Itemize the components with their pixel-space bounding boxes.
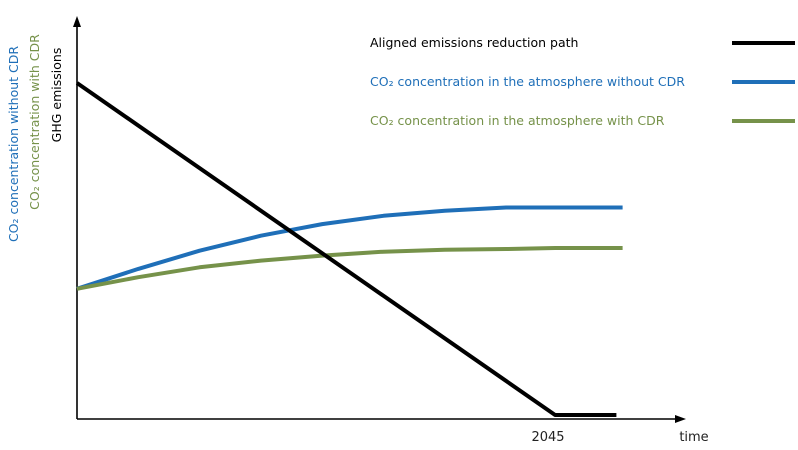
legend-item-with-cdr: CO₂ concentration in the atmosphere with… <box>370 113 795 128</box>
legend-item-emissions: Aligned emissions reduction path <box>370 35 795 50</box>
y-label-ghg: GHG emissions <box>49 48 64 143</box>
y-label-without-cdr: CO₂ concentration without CDR <box>6 46 21 242</box>
x-axis-label: time <box>679 430 708 445</box>
axes <box>73 16 686 423</box>
legend-label-without-cdr: CO₂ concentration in the atmosphere with… <box>370 74 685 89</box>
legend-label-emissions: Aligned emissions reduction path <box>370 35 578 50</box>
emissions-line <box>75 81 617 417</box>
co2-without-cdr-line <box>76 205 623 291</box>
legend: Aligned emissions reduction path CO₂ con… <box>370 35 795 128</box>
series-layer <box>75 81 623 417</box>
y-label-with-cdr: CO₂ concentration with CDR <box>27 34 42 210</box>
legend-label-with-cdr: CO₂ concentration in the atmosphere with… <box>370 113 665 128</box>
co2-with-cdr-line <box>76 246 623 291</box>
x-tick-label: 2045 <box>531 430 564 445</box>
x-axis-arrow <box>675 415 686 423</box>
legend-item-without-cdr: CO₂ concentration in the atmosphere with… <box>370 74 795 89</box>
y-axis-arrow <box>73 16 81 27</box>
